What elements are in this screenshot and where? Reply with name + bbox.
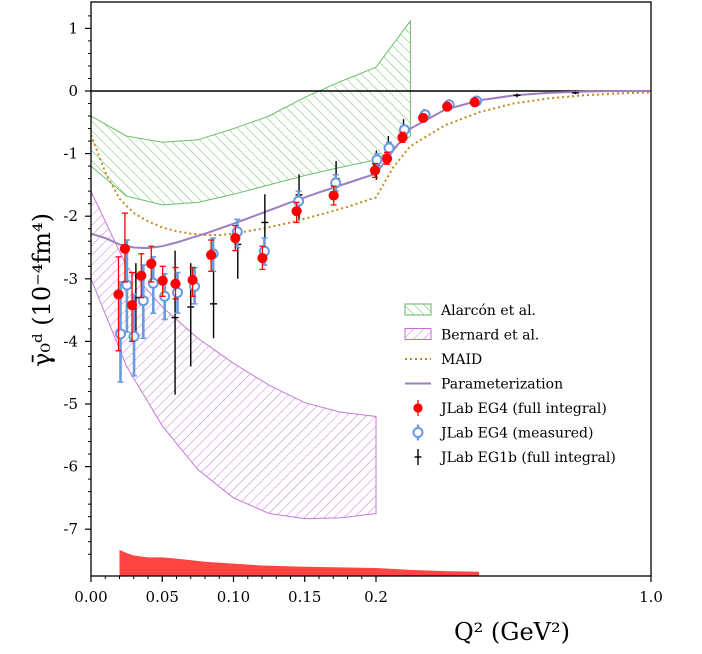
eg4-full-marker-1 — [120, 244, 129, 253]
eg4-full-marker-7 — [188, 275, 197, 284]
legend-label-1: Bernard et al. — [441, 328, 539, 344]
systematic-error-band — [120, 550, 480, 576]
eg4-full-marker-13 — [370, 166, 379, 175]
eg4-full-marker-5 — [158, 276, 167, 285]
eg4-full-marker-11 — [292, 207, 301, 216]
legend-item-6: JLab EG1b (full integral) — [415, 449, 616, 466]
eg4-full-marker-10 — [258, 254, 267, 263]
eg4-full-marker-3 — [137, 271, 146, 280]
legend-swatch-bernard — [405, 329, 431, 340]
y-tick-label-2: -1 — [63, 145, 78, 163]
legend-label-6: JLab EG1b (full integral) — [439, 450, 616, 466]
legend-item-0: Alarcón et al. — [405, 303, 536, 319]
eg4-full-marker-12 — [329, 191, 338, 200]
legend-item-2: MAID — [405, 352, 482, 368]
x-tick-label-1: 0.05 — [146, 588, 179, 606]
x-tick-label-0: 0.00 — [74, 588, 107, 606]
eg4-measured-marker-0 — [116, 329, 125, 338]
eg4-full-marker-14 — [382, 154, 391, 163]
eg4-measured-marker-11 — [294, 197, 303, 206]
x-tick-label-2: 0.10 — [217, 588, 250, 606]
legend-swatch-eg4-full — [413, 403, 422, 412]
eg4-measured-marker-4 — [149, 279, 158, 288]
y-axis-title: γ̄₀ᵈ (10⁻⁴fm⁴) — [28, 213, 56, 367]
legend-swatch-eg4-meas — [414, 428, 423, 437]
legend-item-5: JLab EG4 (measured) — [414, 425, 594, 442]
eg4-measured-marker-14 — [385, 143, 394, 152]
y-tick-label-7: -6 — [63, 458, 78, 476]
eg4-full-marker-8 — [207, 250, 216, 259]
eg4-full-marker-6 — [171, 279, 180, 288]
eg4-full-marker-0 — [114, 290, 123, 299]
eg4-full-marker-15 — [398, 133, 407, 142]
y-tick-label-3: -2 — [63, 207, 78, 225]
y-tick-label-1: 0 — [68, 82, 78, 100]
legend-swatch-alarcon — [405, 304, 431, 315]
legend-label-4: JLab EG4 (full integral) — [439, 401, 607, 417]
x-tick-label-3: 0.15 — [288, 588, 321, 606]
eg4-measured-marker-2 — [130, 332, 139, 341]
legend-label-2: MAID — [441, 352, 482, 368]
eg4-full-marker-9 — [231, 234, 240, 243]
eg4-measured-marker-6 — [173, 288, 182, 297]
eg4-full-marker-16 — [419, 113, 428, 122]
y-tick-label-4: -3 — [63, 270, 78, 288]
legend-item-1: Bernard et al. — [405, 328, 539, 344]
legend-label-5: JLab EG4 (measured) — [439, 426, 593, 442]
x-axis-title: Q² (GeV²) — [454, 618, 570, 646]
eg4-full-marker-18 — [470, 98, 479, 107]
x-tick-label-4: 0.2 — [364, 588, 388, 606]
legend-item-3: Parameterization — [405, 377, 563, 393]
x-tick-label-5: 1.0 — [639, 588, 663, 606]
y-tick-label-6: -5 — [63, 395, 78, 413]
eg4-full-marker-4 — [147, 259, 156, 268]
legend-label-0: Alarcón et al. — [440, 303, 536, 319]
legend: Alarcón et al. Bernard et al. MAID Paramete… — [405, 303, 616, 466]
legend-item-4: JLab EG4 (full integral) — [413, 400, 606, 417]
eg4-full-marker-17 — [443, 102, 452, 111]
y-tick-label-0: 1 — [68, 19, 78, 37]
bands-layer — [91, 21, 479, 576]
legend-label-3: Parameterization — [441, 377, 563, 393]
y-tick-label-8: -7 — [63, 520, 78, 538]
eg4-full-marker-2 — [127, 300, 136, 309]
y-tick-label-5: -4 — [63, 332, 78, 350]
